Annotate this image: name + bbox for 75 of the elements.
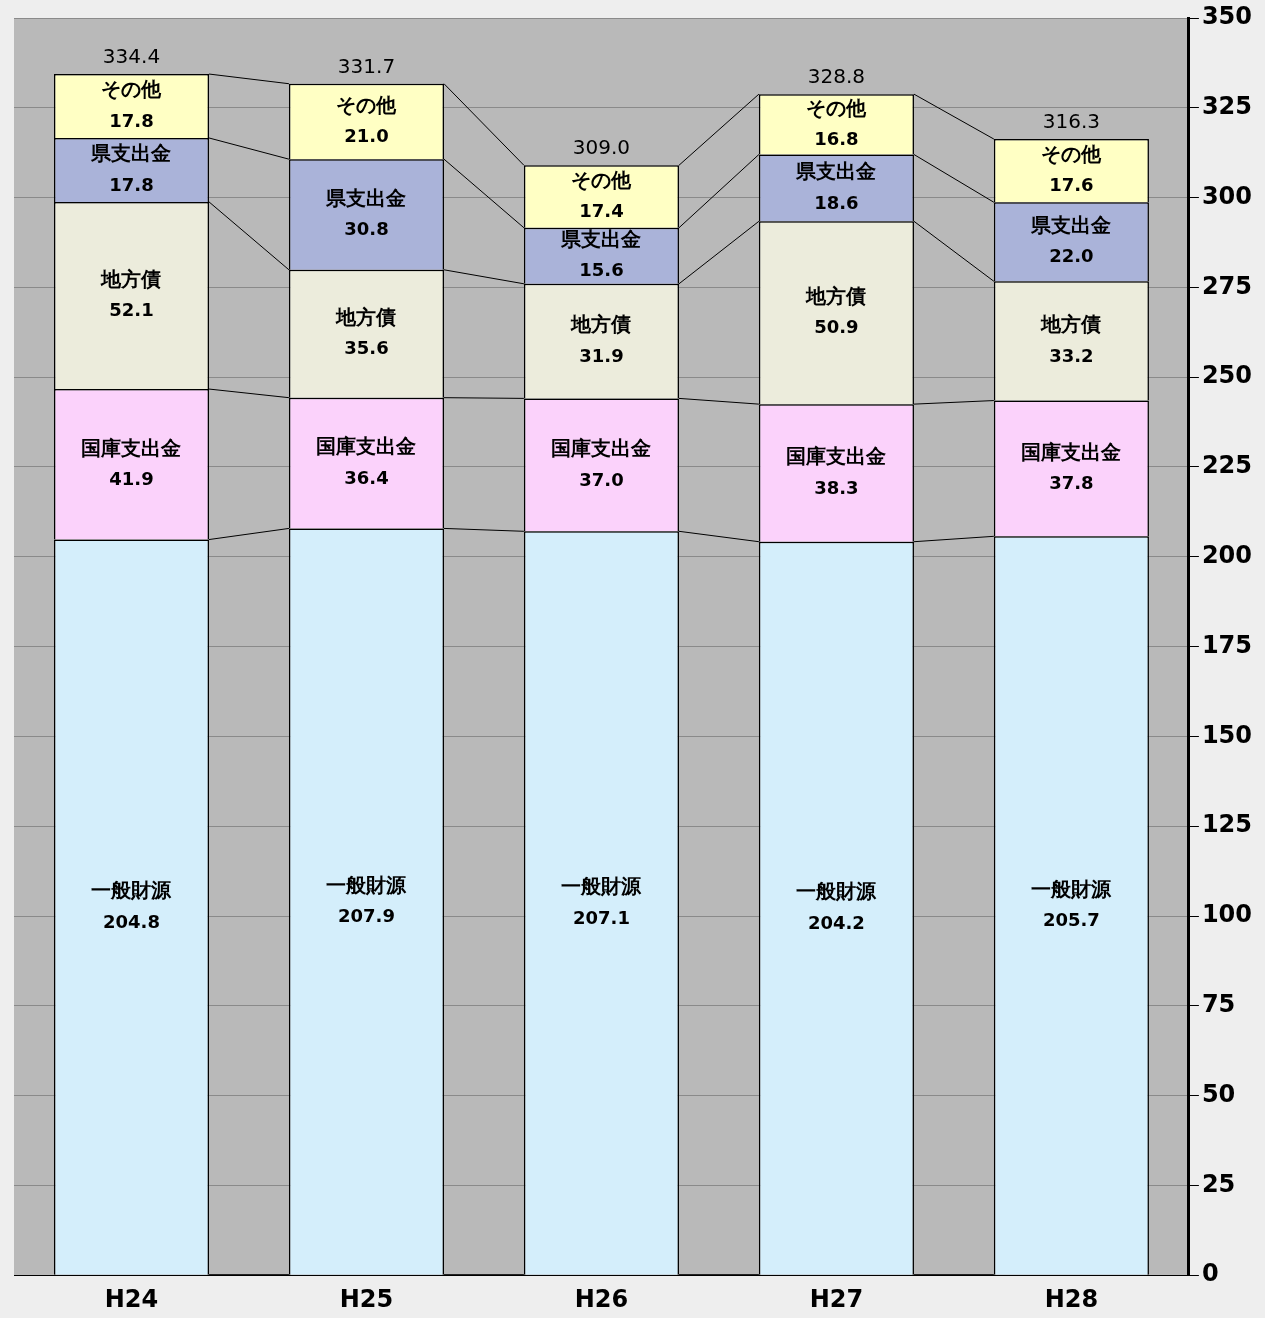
text: その他 xyxy=(101,77,162,102)
y-tick-label: 25 xyxy=(1201,1169,1236,1198)
data-label: 207.9 xyxy=(338,905,395,927)
data-label: 17.8 xyxy=(109,109,154,131)
text: その他 xyxy=(1041,141,1102,166)
x-tick-label: H24 xyxy=(104,1284,159,1313)
data-label: 36.4 xyxy=(344,466,389,488)
data-label: 33.2 xyxy=(1049,344,1094,366)
data-label: 37.8 xyxy=(1049,472,1094,494)
y-tick-label: 150 xyxy=(1201,720,1253,749)
text: 一般財源 xyxy=(561,874,642,899)
text: 県支出金 xyxy=(326,185,407,210)
text: 県支出金 xyxy=(796,159,877,184)
data-label: 207.1 xyxy=(572,906,630,928)
y-tick-label: 325 xyxy=(1201,92,1253,121)
data-label: 17.4 xyxy=(579,200,624,222)
data-label: 15.6 xyxy=(579,259,624,281)
total-label: 328.8 xyxy=(807,64,866,89)
series-label: その他 xyxy=(806,95,868,120)
text: 一般財源 xyxy=(91,878,172,903)
text: 県支出金 xyxy=(561,226,642,251)
data-label: 18.6 xyxy=(814,191,859,213)
y-tick-label: 75 xyxy=(1201,990,1236,1019)
y-tick-label: 300 xyxy=(1201,181,1253,210)
data-label: 205.7 xyxy=(1042,909,1100,931)
data-label: 37.0 xyxy=(579,468,624,490)
series-label: 一般財源 xyxy=(326,872,408,897)
text: 国庫支出金 xyxy=(551,436,652,461)
text: 国庫支出金 xyxy=(1021,439,1122,464)
x-tick-label: H26 xyxy=(574,1284,629,1313)
y-tick-label: 0 xyxy=(1201,1259,1219,1288)
x-tick-label: H25 xyxy=(339,1284,394,1313)
y-tick-label: 275 xyxy=(1201,271,1253,300)
data-label: 17.8 xyxy=(109,173,154,195)
data-label: 41.9 xyxy=(109,467,154,489)
text: その他 xyxy=(336,92,397,117)
text: 一般財源 xyxy=(796,879,877,904)
y-tick-label: 350 xyxy=(1201,2,1253,31)
total-label: 331.7 xyxy=(337,53,396,78)
y-tick-label: 175 xyxy=(1201,630,1253,659)
data-label: 30.8 xyxy=(344,218,389,240)
data-label: 35.6 xyxy=(344,337,389,359)
data-label: 204.8 xyxy=(103,910,160,932)
data-label: 50.9 xyxy=(814,316,859,338)
data-label: 31.9 xyxy=(579,344,624,366)
data-label: 17.6 xyxy=(1049,174,1094,196)
text: 地方債 xyxy=(806,283,867,308)
text: 一般財源 xyxy=(1031,876,1112,901)
y-tick-label: 250 xyxy=(1201,361,1253,390)
data-label: 16.8 xyxy=(814,128,859,149)
text: 国庫支出金 xyxy=(786,444,887,469)
y-tick-label: 100 xyxy=(1201,900,1253,929)
text: 国庫支出金 xyxy=(81,435,182,460)
total-label: 316.3 xyxy=(1042,109,1101,134)
text: 地方債 xyxy=(336,304,397,329)
series-label: 地方債 xyxy=(570,312,632,337)
text: 地方債 xyxy=(1041,312,1102,337)
data-label: 52.1 xyxy=(109,299,154,321)
y-tick-label: 225 xyxy=(1201,451,1253,480)
y-tick-label: 125 xyxy=(1201,810,1253,839)
total-label: 334.4 xyxy=(102,44,161,69)
series-label: 国庫支出金 xyxy=(316,434,417,459)
text: 地方債 xyxy=(101,266,162,291)
y-tick-label: 50 xyxy=(1201,1079,1236,1108)
total-label: 309.0 xyxy=(572,135,631,160)
data-label: 204.2 xyxy=(807,911,865,933)
data-label: 21.0 xyxy=(344,125,389,147)
text: その他 xyxy=(571,167,632,192)
x-tick-label: H27 xyxy=(809,1284,864,1313)
y-tick-label: 200 xyxy=(1201,541,1253,570)
x-tick-label: H28 xyxy=(1044,1284,1099,1313)
data-label: 38.3 xyxy=(814,476,859,498)
text: 県支出金 xyxy=(1031,212,1112,237)
data-label: 22.0 xyxy=(1049,245,1094,267)
series-label: 県支出金 xyxy=(90,141,172,166)
